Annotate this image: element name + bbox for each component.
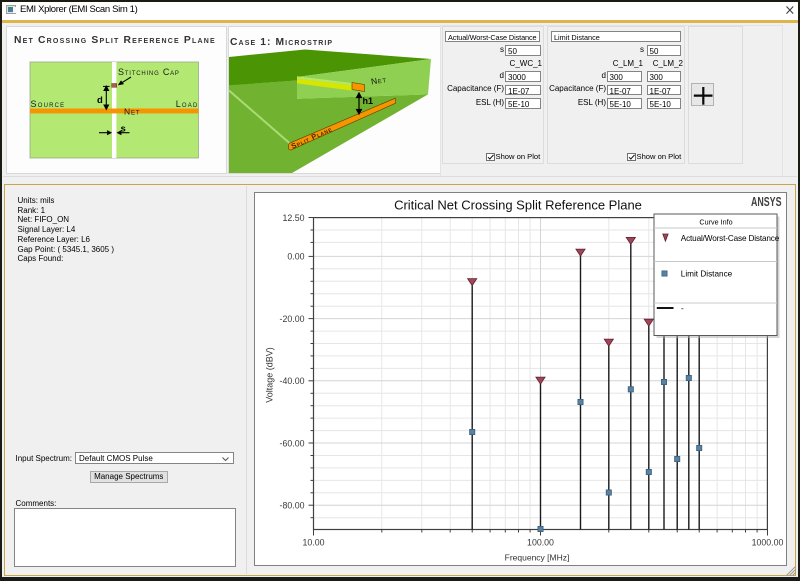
svg-text:1000.00: 1000.00 (752, 538, 784, 548)
svg-text:100.00: 100.00 (527, 538, 554, 548)
svg-text:0.00: 0.00 (287, 252, 304, 262)
svg-text:d: d (97, 95, 103, 106)
svg-text:Stitching Cap: Stitching Cap (118, 67, 180, 77)
svg-text:Net: Net (124, 107, 140, 117)
svg-text:Voltage (dBV): Voltage (dBV) (265, 347, 275, 403)
svg-text:ANSYS: ANSYS (751, 195, 782, 209)
svg-text:Net: Net (370, 74, 387, 86)
svg-text:Load: Load (176, 99, 199, 109)
svg-text:12.50: 12.50 (282, 213, 304, 223)
svg-text:Curve Info: Curve Info (699, 218, 732, 227)
svg-text:Actual/Worst-Case Distance: Actual/Worst-Case Distance (681, 234, 780, 243)
svg-text:Source: Source (31, 99, 66, 109)
svg-text:Critical Net Crossing Split Re: Critical Net Crossing Split Reference Pl… (394, 198, 642, 213)
svg-text:Limit Distance: Limit Distance (681, 270, 733, 279)
svg-text:-40.00: -40.00 (280, 376, 305, 386)
svg-text:-20.00: -20.00 (280, 314, 305, 324)
svg-text:Frequency [MHz]: Frequency [MHz] (505, 553, 570, 563)
svg-text:-60.00: -60.00 (280, 438, 305, 448)
svg-text:-: - (681, 304, 684, 313)
svg-text:s: s (121, 124, 126, 135)
svg-text:h1: h1 (363, 96, 374, 106)
svg-text:-80.00: -80.00 (280, 501, 305, 511)
svg-text:10.00: 10.00 (302, 538, 324, 548)
